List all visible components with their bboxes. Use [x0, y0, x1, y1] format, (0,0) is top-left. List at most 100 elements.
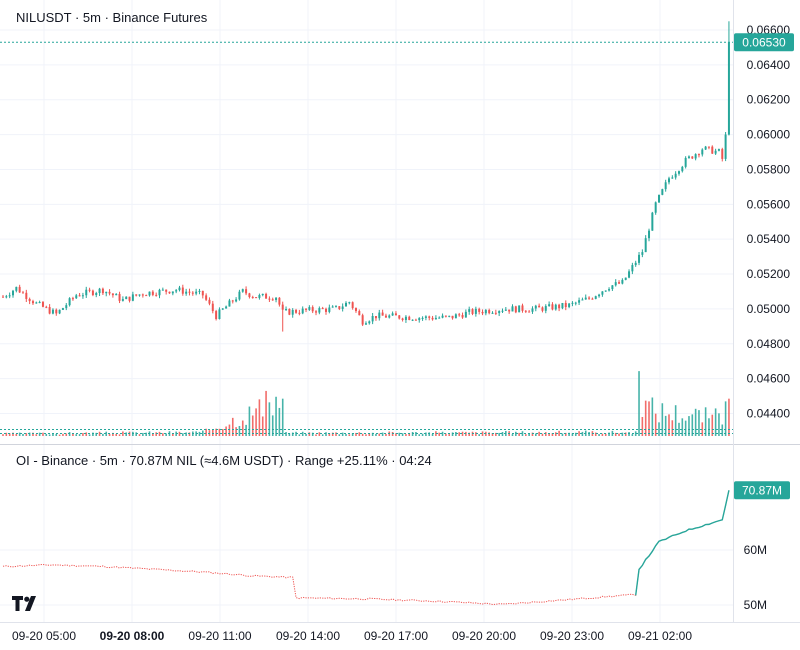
candle[interactable] [564, 300, 567, 311]
candle[interactable] [15, 286, 18, 293]
candle[interactable] [281, 301, 284, 332]
candle[interactable] [175, 288, 178, 294]
candle[interactable] [88, 287, 91, 293]
candle[interactable] [634, 260, 637, 267]
candle[interactable] [171, 291, 174, 296]
candle[interactable] [198, 288, 201, 295]
candle[interactable] [411, 319, 414, 322]
candle[interactable] [431, 315, 434, 321]
candle[interactable] [71, 296, 74, 301]
candle[interactable] [65, 303, 68, 311]
candle[interactable] [658, 194, 661, 203]
candle[interactable] [548, 301, 551, 307]
candle[interactable] [95, 291, 98, 298]
candle[interactable] [511, 304, 514, 312]
candle[interactable] [331, 305, 334, 308]
candle[interactable] [418, 317, 421, 323]
candle[interactable] [155, 292, 158, 297]
candle[interactable] [58, 309, 61, 315]
candle[interactable] [694, 153, 697, 161]
candle[interactable] [215, 309, 218, 321]
candle[interactable] [571, 301, 574, 307]
candle[interactable] [105, 291, 108, 297]
candle[interactable] [101, 287, 104, 296]
candle[interactable] [191, 291, 194, 296]
candle[interactable] [111, 293, 114, 298]
candle[interactable] [421, 316, 424, 321]
candle[interactable] [31, 299, 34, 305]
candle[interactable] [354, 307, 357, 313]
candle[interactable] [388, 314, 391, 319]
candle[interactable] [551, 302, 554, 311]
candle[interactable] [41, 300, 44, 308]
candle[interactable] [631, 262, 634, 275]
candle[interactable] [255, 297, 258, 299]
candle[interactable] [384, 313, 387, 318]
candle[interactable] [364, 321, 367, 325]
candle[interactable] [717, 148, 720, 152]
candle[interactable] [178, 285, 181, 292]
candle[interactable] [581, 297, 584, 301]
candle[interactable] [335, 305, 337, 308]
candle[interactable] [531, 306, 534, 314]
candle[interactable] [674, 171, 677, 180]
candle[interactable] [68, 297, 71, 307]
candle[interactable] [534, 304, 537, 312]
candle[interactable] [291, 308, 294, 318]
candle[interactable] [35, 301, 38, 304]
candle[interactable] [454, 313, 457, 319]
candle[interactable] [628, 269, 631, 279]
candle[interactable] [85, 286, 88, 298]
candle[interactable] [288, 308, 291, 316]
candle[interactable] [168, 291, 171, 294]
candle[interactable] [228, 298, 231, 307]
candle[interactable] [211, 300, 214, 314]
candle[interactable] [404, 315, 407, 323]
candle[interactable] [461, 312, 464, 319]
candle[interactable] [8, 292, 11, 299]
candle[interactable] [48, 304, 51, 315]
candle[interactable] [205, 293, 208, 302]
candle[interactable] [308, 305, 311, 311]
candle[interactable] [18, 284, 21, 293]
candle[interactable] [91, 289, 94, 297]
candle[interactable] [141, 293, 144, 298]
candle[interactable] [434, 315, 437, 320]
candle[interactable] [341, 303, 344, 312]
candle[interactable] [301, 306, 304, 315]
candle[interactable] [28, 297, 31, 305]
candle[interactable] [125, 296, 128, 300]
candle[interactable] [358, 309, 361, 316]
candle[interactable] [328, 304, 331, 314]
candle[interactable] [38, 300, 41, 304]
candle[interactable] [268, 296, 271, 302]
candle[interactable] [238, 289, 241, 301]
candle[interactable] [251, 295, 254, 299]
candle[interactable] [61, 307, 64, 311]
candle[interactable] [611, 285, 614, 291]
candle[interactable] [135, 294, 138, 297]
candle[interactable] [414, 318, 417, 321]
candle[interactable] [451, 315, 454, 320]
candle[interactable] [81, 292, 84, 299]
candle[interactable] [231, 299, 234, 304]
candle[interactable] [727, 21, 730, 136]
candle[interactable] [325, 307, 328, 315]
candle[interactable] [498, 310, 501, 317]
candle[interactable] [677, 170, 680, 176]
candle[interactable] [518, 305, 521, 313]
candle[interactable] [538, 303, 541, 308]
candle[interactable] [161, 287, 164, 291]
candle[interactable] [271, 297, 274, 301]
candle[interactable] [98, 287, 101, 297]
candle[interactable] [491, 311, 494, 314]
candle[interactable] [261, 293, 264, 297]
candle[interactable] [621, 278, 624, 285]
candle[interactable] [504, 306, 507, 312]
candle[interactable] [561, 302, 564, 310]
candle[interactable] [438, 316, 441, 319]
candle[interactable] [25, 289, 28, 303]
candle[interactable] [644, 235, 647, 253]
candle[interactable] [697, 153, 700, 158]
